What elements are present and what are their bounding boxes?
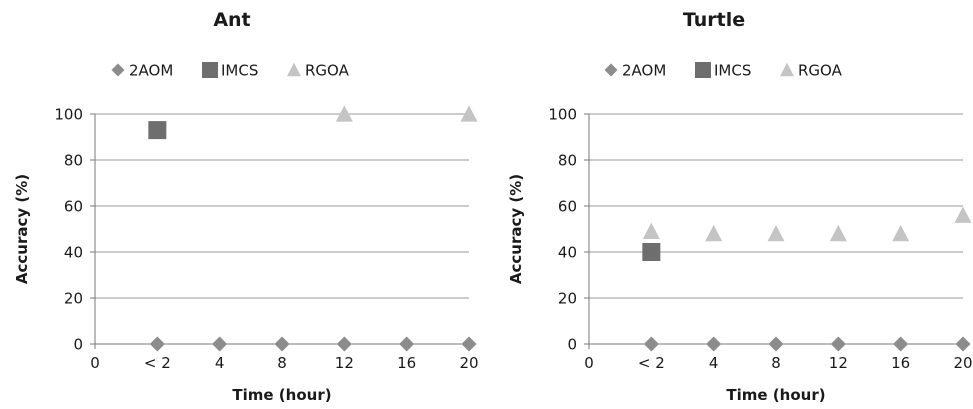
legend-item: 2AOM <box>604 62 666 80</box>
data-point-rgoa <box>460 105 478 122</box>
data-point-2aom <box>768 336 784 352</box>
legend-label: IMCS <box>714 62 751 80</box>
legend-item: RGOA <box>287 62 350 80</box>
data-point-2aom <box>274 336 290 352</box>
legend-marker-diamond <box>604 63 618 77</box>
legend-label: 2AOM <box>129 62 173 80</box>
legend-item: RGOA <box>780 62 843 80</box>
legend-item: 2AOM <box>111 62 173 80</box>
legend-label: RGOA <box>798 62 843 80</box>
data-point-rgoa <box>335 105 353 122</box>
y-tick-label: 0 <box>567 336 577 354</box>
data-point-rgoa <box>767 224 785 242</box>
data-point-imcs <box>148 121 167 140</box>
y-axis-title: Accuracy (%) <box>13 174 31 284</box>
data-point-imcs <box>642 243 661 261</box>
x-tick-label: 16 <box>397 354 416 372</box>
y-tick-label: 20 <box>64 290 83 308</box>
y-tick-label: 60 <box>558 198 577 216</box>
y-tick-label: 100 <box>548 106 577 124</box>
y-tick-label: 20 <box>558 290 577 308</box>
legend-item: IMCS <box>202 62 258 80</box>
y-tick-label: 40 <box>558 244 577 262</box>
data-point-rgoa <box>642 222 660 239</box>
data-point-rgoa <box>892 224 910 242</box>
x-tick-label: 16 <box>891 354 910 372</box>
y-tick-label: 100 <box>54 106 83 124</box>
y-tick-label: 60 <box>64 198 83 216</box>
y-tick-label: 80 <box>64 152 83 170</box>
legend-item: IMCS <box>695 62 751 80</box>
y-tick-label: 80 <box>558 152 577 170</box>
legend-marker-triangle <box>780 62 794 77</box>
x-tick-label: 4 <box>215 354 225 372</box>
y-tick-label: 0 <box>73 336 83 354</box>
legend-label: IMCS <box>221 62 258 80</box>
data-point-2aom <box>212 336 228 352</box>
x-tick-label: 20 <box>953 354 972 372</box>
chart-title: Ant <box>213 9 250 31</box>
x-tick-label: < 2 <box>638 354 665 372</box>
data-point-2aom <box>336 336 352 352</box>
x-tick-label: 20 <box>459 354 478 372</box>
chart-ant: Ant 2AOM IMCS RGOA 0 20 40 60 80 100 0 < 2 4 8 12 16 20 T… <box>13 9 479 404</box>
legend-label: 2AOM <box>622 62 666 80</box>
y-axis-title: Accuracy (%) <box>507 174 525 284</box>
x-tick-label: 8 <box>277 354 287 372</box>
legend-marker-diamond <box>111 63 125 77</box>
x-axis-title: Time (hour) <box>232 386 331 404</box>
legend-marker-square <box>695 62 711 78</box>
data-point-2aom <box>706 336 722 352</box>
data-point-rgoa <box>705 224 723 242</box>
x-axis-title: Time (hour) <box>726 386 825 404</box>
data-point-rgoa <box>829 224 847 242</box>
data-point-2aom <box>149 336 165 352</box>
chart-title: Turtle <box>683 9 745 31</box>
data-point-2aom <box>830 336 846 352</box>
x-tick-label: 8 <box>771 354 781 372</box>
data-point-2aom <box>955 336 971 352</box>
data-point-2aom <box>643 336 659 352</box>
data-point-rgoa <box>954 206 972 223</box>
x-tick-label: 0 <box>584 354 594 372</box>
y-tick-label: 40 <box>64 244 83 262</box>
x-tick-label: < 2 <box>144 354 171 372</box>
data-point-2aom <box>461 336 477 352</box>
x-tick-label: 4 <box>709 354 719 372</box>
data-point-2aom <box>893 336 909 352</box>
legend-label: RGOA <box>305 62 350 80</box>
x-tick-label: 12 <box>335 354 354 372</box>
data-point-2aom <box>399 336 415 352</box>
x-tick-label: 0 <box>90 354 100 372</box>
legend-marker-square <box>202 62 218 78</box>
x-tick-label: 12 <box>829 354 848 372</box>
legend-marker-triangle <box>287 62 301 77</box>
chart-turtle: Turtle 2AOM IMCS RGOA 0 20 40 60 80 100 0 < 2 4 8 12 16… <box>507 9 973 404</box>
